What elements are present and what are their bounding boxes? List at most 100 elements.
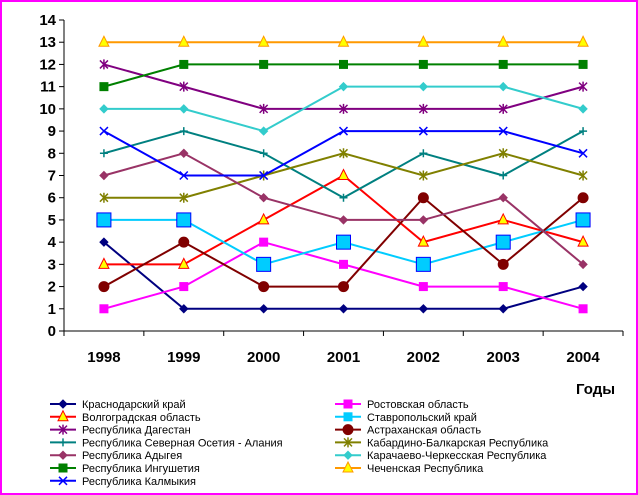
data-point	[578, 148, 588, 158]
data-point-box	[336, 234, 351, 250]
series-1	[99, 237, 588, 314]
data-point	[498, 148, 508, 159]
x-tick-label: 1999	[167, 349, 200, 366]
data-point	[415, 256, 431, 272]
data-point	[497, 258, 509, 270]
x-tick-label: 2002	[407, 349, 440, 366]
data-point	[497, 35, 510, 47]
data-point	[99, 237, 109, 247]
data-point	[497, 212, 510, 225]
y-tick-label: 1	[48, 301, 56, 318]
data-point	[338, 81, 349, 92]
y-tick-label: 6	[48, 190, 56, 207]
data-point	[578, 259, 588, 270]
data-point	[578, 281, 588, 292]
data-point	[417, 192, 429, 204]
data-point	[338, 148, 349, 159]
data-point	[99, 82, 109, 92]
data-point	[96, 212, 112, 228]
series-line	[103, 130, 584, 199]
data-point	[579, 127, 588, 136]
x-axis-ticks: 1998 1999 2000 2001 2002 2003 2004	[63, 331, 624, 366]
legend-label: Кабардино-Балкарская Республика	[367, 437, 549, 449]
y-tick-label: 7	[48, 168, 56, 185]
data-point	[498, 126, 508, 136]
legend-item: Ростовская область	[335, 399, 469, 411]
data-point	[179, 59, 189, 69]
data-point	[259, 103, 269, 114]
legend-item: Республика Ингушетия	[50, 463, 200, 475]
data-point	[257, 212, 270, 225]
y-tick-label: 3	[48, 256, 56, 273]
data-point	[176, 212, 192, 228]
data-point	[256, 256, 272, 272]
data-point	[418, 81, 429, 92]
series-6	[99, 127, 588, 202]
data-point	[498, 81, 508, 92]
data-point	[418, 126, 428, 136]
data-point	[258, 126, 269, 136]
y-tick-label: 10	[39, 101, 56, 118]
data-point	[179, 170, 189, 181]
data-point	[498, 103, 508, 114]
data-point	[336, 234, 351, 250]
legend-item: Чеченская Республика	[335, 460, 484, 475]
data-point	[418, 304, 429, 314]
data-point	[177, 257, 190, 269]
data-point	[578, 170, 588, 181]
data-point	[338, 281, 349, 293]
legend-label: Республика Калмыкия	[82, 476, 196, 488]
data-point	[259, 170, 269, 181]
legend-label: Астраханская область	[367, 425, 481, 437]
data-point	[99, 104, 109, 114]
data-point	[578, 81, 588, 92]
plot-area	[96, 35, 591, 314]
y-tick-label: 11	[40, 79, 56, 96]
legend-item: Кабардино-Балкарская Республика	[335, 437, 549, 449]
data-point	[577, 192, 589, 204]
x-axis-label: Годы	[576, 381, 615, 398]
data-point	[259, 237, 269, 247]
legend-label: Чеченская Республика	[367, 463, 484, 475]
data-point	[178, 236, 190, 248]
legend-item: Астраханская область	[335, 424, 481, 437]
legend-item: Волгоградская область	[50, 409, 201, 424]
data-point	[258, 281, 270, 293]
x-tick-label: 2004	[566, 349, 600, 366]
series-line	[103, 241, 584, 310]
data-point	[339, 259, 348, 269]
legend-marker	[58, 463, 68, 473]
data-point	[98, 281, 110, 293]
data-point-box	[575, 212, 591, 228]
legend-label: Республика Дагестан	[82, 425, 191, 437]
data-point-box	[256, 256, 272, 272]
legend-label: Республика Адыгея	[82, 450, 182, 462]
legend: Краснодарский край Ростовская область Волг…	[50, 399, 549, 488]
data-point	[337, 35, 350, 47]
y-tick-label: 0	[48, 323, 56, 340]
legend-item: Карачаево-Черкесская Республика	[335, 450, 547, 462]
legend-label: Ставропольский край	[367, 412, 477, 424]
data-point	[99, 192, 109, 203]
series-8	[99, 148, 588, 270]
legend-item: Республика Калмыкия	[50, 476, 196, 488]
data-point	[99, 149, 108, 158]
x-tick-label: 2003	[487, 349, 520, 366]
legend-marker	[58, 399, 68, 409]
y-tick-label: 14	[39, 12, 56, 29]
data-point	[259, 149, 268, 158]
data-point	[418, 103, 428, 114]
legend-item: Республика Адыгея	[50, 450, 182, 462]
legend-marker	[343, 437, 353, 448]
data-point	[179, 304, 189, 314]
data-point-box	[495, 234, 511, 250]
data-point	[578, 59, 588, 69]
data-point	[179, 127, 188, 136]
data-point	[498, 304, 508, 314]
data-point	[418, 59, 428, 69]
legend-label: Волгоградская область	[82, 412, 201, 424]
series-0	[99, 237, 588, 314]
data-point-box	[415, 256, 431, 272]
data-point	[259, 59, 269, 69]
